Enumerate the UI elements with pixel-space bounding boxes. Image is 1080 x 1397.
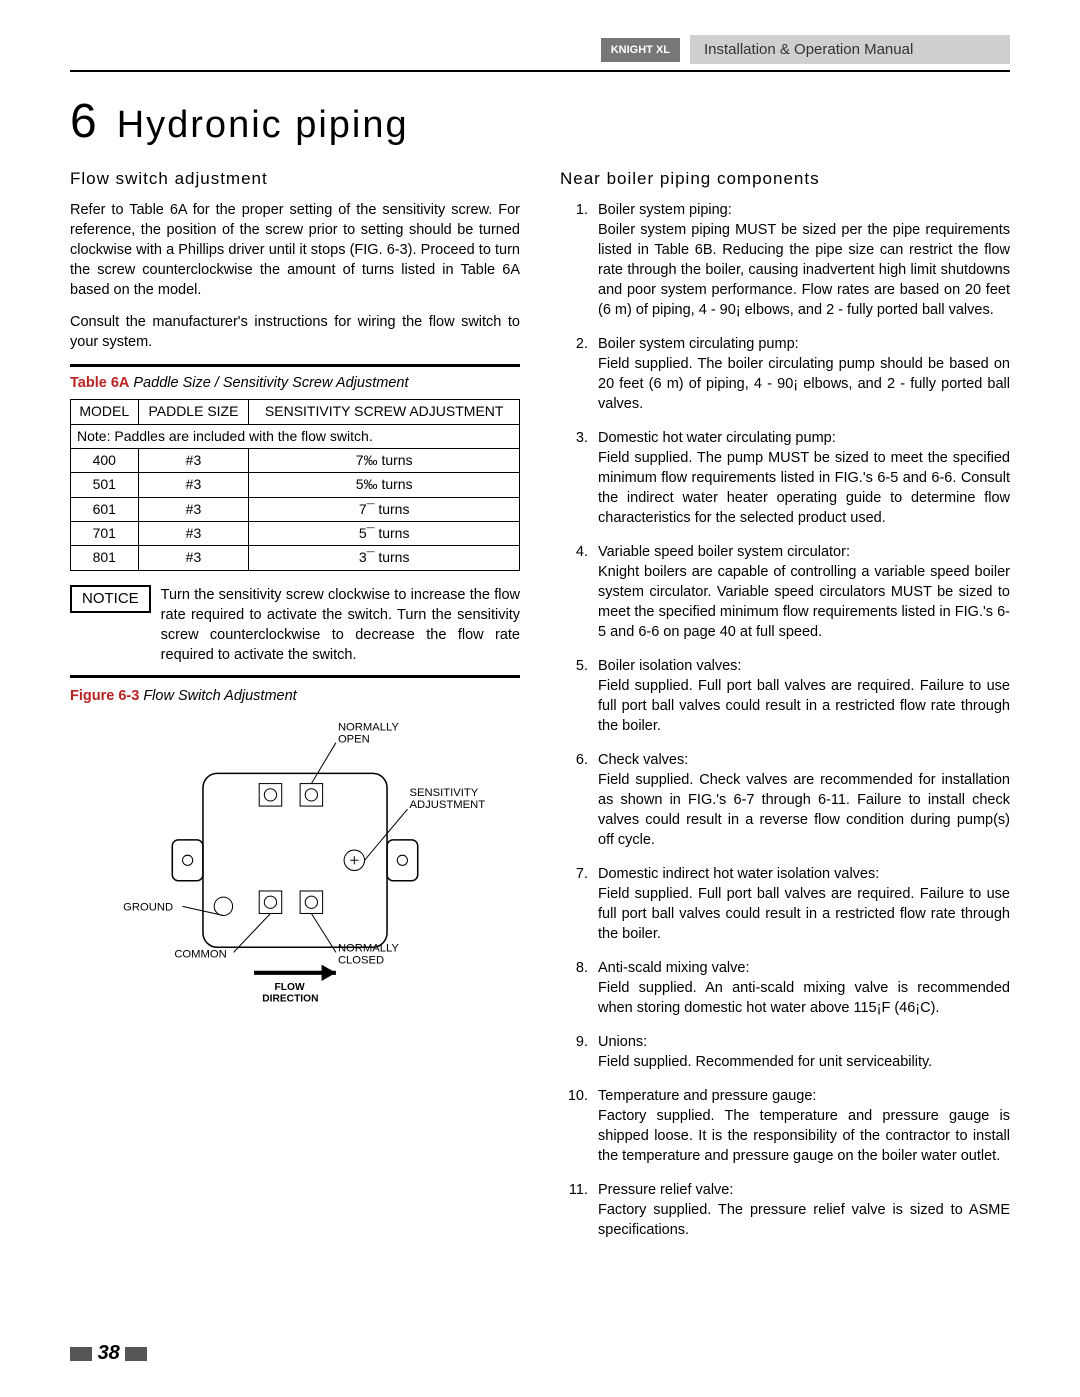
list-item: Boiler system circulating pump:Field sup… (592, 334, 1010, 414)
item-title: Domestic indirect hot water isolation va… (598, 864, 1010, 884)
flow-para-2: Consult the manufacturer's instructions … (70, 312, 520, 352)
cell: #3 (138, 522, 249, 546)
figure-6-3-caption-text: Flow Switch Adjustment (139, 688, 296, 704)
left-column: Flow switch adjustment Refer to Table 6A… (70, 167, 520, 1254)
cell: 701 (71, 522, 139, 546)
table-6a: MODEL PADDLE SIZE SENSITIVITY SCREW ADJU… (70, 399, 520, 570)
cell: 5¯ turns (249, 522, 520, 546)
item-body: Field supplied. Check valves are recomme… (598, 772, 1010, 848)
label-normally-open: NORMALLY (338, 721, 399, 733)
item-title: Unions: (598, 1032, 1010, 1052)
cell: 501 (71, 473, 139, 497)
label-normally-closed: NORMALLY (338, 942, 399, 954)
flow-para-1: Refer to Table 6A for the proper setting… (70, 200, 520, 300)
right-column: Near boiler piping components Boiler sys… (560, 167, 1010, 1254)
table-6a-label: Table 6A (70, 375, 129, 391)
list-item: Boiler isolation valves:Field supplied. … (592, 656, 1010, 736)
manual-title: Installation & Operation Manual (690, 35, 1010, 64)
figure-top-rule (70, 675, 520, 678)
table-top-rule (70, 364, 520, 367)
item-body: Factory supplied. The pressure relief va… (598, 1202, 1010, 1238)
list-item: Check valves:Field supplied. Check valve… (592, 750, 1010, 850)
svg-text:CLOSED: CLOSED (338, 954, 384, 966)
th-paddle: PADDLE SIZE (138, 400, 249, 424)
page-number-value: 38 (98, 1342, 120, 1364)
item-title: Pressure relief valve: (598, 1180, 1010, 1200)
notice-text: Turn the sensitivity screw clockwise to … (161, 585, 520, 665)
svg-text:ADJUSTMENT: ADJUSTMENT (410, 799, 486, 811)
list-item: Anti-scald mixing valve:Field supplied. … (592, 958, 1010, 1018)
header-rule (70, 70, 1010, 72)
page-number: 38 (70, 1342, 147, 1365)
figure-6-3: NORMALLY OPEN SENSITIVITY ADJUSTMENT GRO… (70, 712, 520, 1025)
cell: 5‰ turns (249, 473, 520, 497)
figure-6-3-label: Figure 6-3 (70, 688, 139, 704)
item-body: Field supplied. Recommended for unit ser… (598, 1054, 932, 1070)
label-sensitivity: SENSITIVITY (410, 787, 479, 799)
cell: #3 (138, 473, 249, 497)
chapter-number: 6 (70, 95, 99, 148)
item-body: Field supplied. Full port ball valves ar… (598, 678, 1010, 734)
flow-switch-heading: Flow switch adjustment (70, 167, 520, 190)
item-body: Field supplied. An anti-scald mixing val… (598, 980, 1010, 1016)
item-body: Field supplied. The pump MUST be sized t… (598, 450, 1010, 526)
list-item: Pressure relief valve:Factory supplied. … (592, 1180, 1010, 1240)
item-title: Variable speed boiler system circulator: (598, 542, 1010, 562)
near-boiler-heading: Near boiler piping components (560, 167, 1010, 190)
item-title: Temperature and pressure gauge: (598, 1086, 1010, 1106)
item-body: Field supplied. The boiler circulating p… (598, 356, 1010, 412)
components-list: Boiler system piping:Boiler system pipin… (560, 200, 1010, 1240)
chapter-title: Hydronic piping (117, 104, 409, 146)
item-title: Boiler isolation valves: (598, 656, 1010, 676)
item-body: Boiler system piping MUST be sized per t… (598, 222, 1010, 318)
label-common: COMMON (174, 948, 226, 960)
table-6a-caption: Table 6A Paddle Size / Sensitivity Screw… (70, 373, 520, 393)
list-item: Domestic indirect hot water isolation va… (592, 864, 1010, 944)
item-title: Anti-scald mixing valve: (598, 958, 1010, 978)
square-icon (70, 1347, 92, 1361)
item-body: Knight boilers are capable of controllin… (598, 564, 1010, 640)
label-flow: FLOW (275, 982, 305, 993)
cell: #3 (138, 449, 249, 473)
list-item: Boiler system piping:Boiler system pipin… (592, 200, 1010, 320)
brand-logo: KNIGHT XL (601, 38, 680, 62)
item-body: Factory supplied. The temperature and pr… (598, 1108, 1010, 1164)
item-title: Check valves: (598, 750, 1010, 770)
header: KNIGHT XL Installation & Operation Manua… (70, 35, 1010, 64)
th-adjust: SENSITIVITY SCREW ADJUSTMENT (249, 400, 520, 424)
chapter-heading: 6 Hydronic piping (70, 94, 1010, 149)
item-body: Field supplied. Full port ball valves ar… (598, 886, 1010, 942)
cell: 3¯ turns (249, 546, 520, 570)
figure-6-3-caption: Figure 6-3 Flow Switch Adjustment (70, 686, 520, 706)
square-icon (125, 1347, 147, 1361)
cell: 7‰ turns (249, 449, 520, 473)
cell: #3 (138, 497, 249, 521)
cell: 801 (71, 546, 139, 570)
list-item: Domestic hot water circulating pump:Fiel… (592, 428, 1010, 528)
svg-text:OPEN: OPEN (338, 733, 370, 745)
list-item: Temperature and pressure gauge:Factory s… (592, 1086, 1010, 1166)
th-model: MODEL (71, 400, 139, 424)
label-ground: GROUND (123, 901, 173, 913)
item-title: Boiler system piping: (598, 200, 1010, 220)
item-title: Boiler system circulating pump: (598, 334, 1010, 354)
table-6a-caption-text: Paddle Size / Sensitivity Screw Adjustme… (129, 375, 408, 391)
cell: 601 (71, 497, 139, 521)
table-note-row: Note: Paddles are included with the ﬂow … (71, 424, 520, 448)
cell: 7¯ turns (249, 497, 520, 521)
svg-text:DIRECTION: DIRECTION (262, 993, 318, 1004)
item-title: Domestic hot water circulating pump: (598, 428, 1010, 448)
list-item: Variable speed boiler system circulator:… (592, 542, 1010, 642)
cell: 400 (71, 449, 139, 473)
cell: #3 (138, 546, 249, 570)
notice-label: NOTICE (70, 585, 151, 614)
list-item: Unions: Field supplied. Recommended for u… (592, 1032, 1010, 1072)
flow-switch-diagram: NORMALLY OPEN SENSITIVITY ADJUSTMENT GRO… (70, 712, 520, 1019)
